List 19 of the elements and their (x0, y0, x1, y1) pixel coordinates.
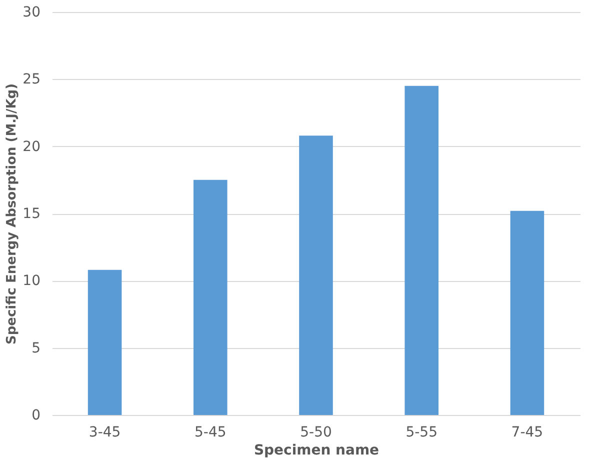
x-tick-label: 5-50 (300, 424, 332, 440)
x-tick-label: 5-55 (406, 424, 438, 440)
y-tick-label: 5 (32, 340, 40, 356)
y-tick-label: 15 (22, 206, 40, 222)
y-tick-label: 20 (22, 138, 40, 155)
y-tick-label: 10 (22, 273, 40, 290)
x-tick-label: 7-45 (511, 424, 544, 440)
y-tick-label: 0 (32, 408, 40, 424)
x-tick-label: 5-45 (194, 424, 226, 440)
bar (510, 210, 544, 415)
x-axis-title: Specimen name (254, 442, 380, 458)
y-axis-title: Specific Energy Absorption (M.J/Kg) (4, 83, 20, 345)
y-tick-label: 25 (22, 72, 40, 88)
bar (404, 86, 438, 415)
x-tick-label: 3-45 (88, 424, 121, 440)
bar (299, 136, 333, 415)
bar (88, 270, 122, 415)
y-tick-label: 30 (22, 4, 40, 20)
bar (194, 180, 228, 415)
